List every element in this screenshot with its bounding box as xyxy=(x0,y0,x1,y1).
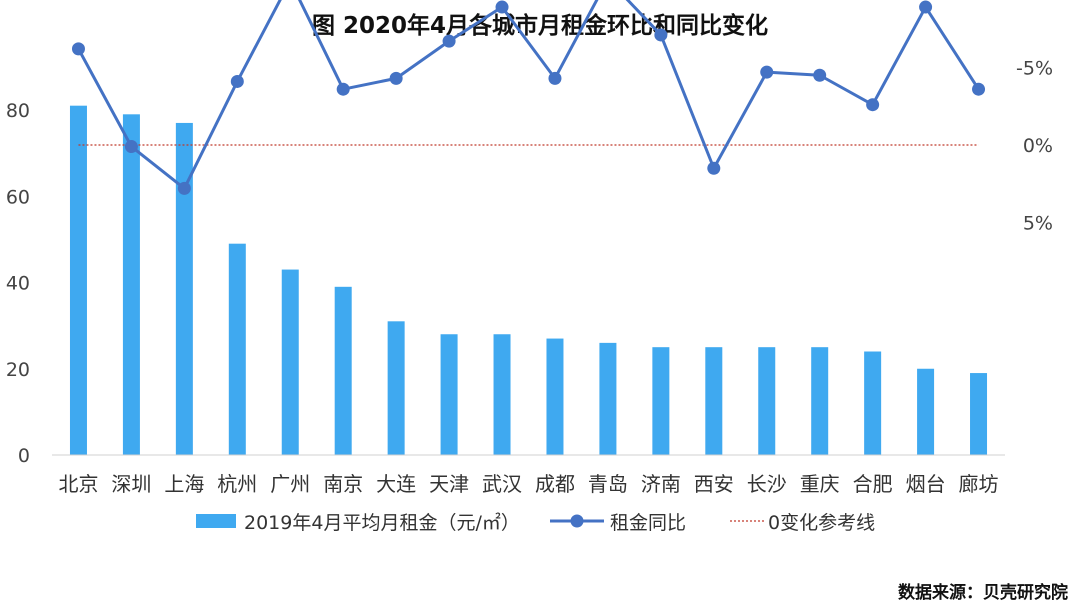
bar xyxy=(69,105,87,455)
bar xyxy=(652,347,670,455)
right-axis: 5%0%-5%-10%-15%-20% xyxy=(1004,0,1053,235)
left-axis-tick: 80 xyxy=(6,100,30,122)
line-point xyxy=(336,82,350,96)
bar xyxy=(387,321,405,455)
line-point xyxy=(707,161,721,175)
category-label: 上海 xyxy=(164,472,204,496)
category-label: 廊坊 xyxy=(959,472,999,496)
category-label: 南京 xyxy=(323,472,363,496)
source-label: 数据来源：贝壳研究院 xyxy=(898,582,1068,603)
right-axis-tick: 0% xyxy=(1023,135,1053,157)
legend-bar-label: 2019年4月平均月租金（元/㎡） xyxy=(244,511,520,534)
line-point xyxy=(866,98,880,112)
right-axis-tick: -10% xyxy=(1004,0,1053,2)
left-axis-tick: 0 xyxy=(18,445,30,467)
category-label: 北京 xyxy=(58,472,98,496)
line-path xyxy=(77,0,980,190)
line-point xyxy=(813,68,827,82)
category-label: 济南 xyxy=(641,472,681,496)
line-point xyxy=(495,0,509,14)
category-label: 深圳 xyxy=(111,472,151,496)
category-label: 成都 xyxy=(535,472,575,496)
line-series xyxy=(71,0,986,195)
line-point xyxy=(548,71,562,85)
bar xyxy=(334,286,352,455)
category-label: 合肥 xyxy=(853,472,893,496)
bar xyxy=(970,373,988,455)
bar-series xyxy=(69,105,988,455)
category-label: 烟台 xyxy=(906,472,946,496)
line-point xyxy=(919,0,933,14)
line-point xyxy=(230,74,244,88)
line-point xyxy=(654,28,668,42)
bar xyxy=(758,347,776,455)
bar xyxy=(493,334,511,455)
category-label: 西安 xyxy=(694,472,734,496)
left-axis-tick: 60 xyxy=(6,186,30,208)
category-label: 长沙 xyxy=(747,472,787,496)
line-point xyxy=(177,181,191,195)
category-label: 青岛 xyxy=(588,472,628,496)
bar xyxy=(864,351,882,455)
left-axis: 0 20 40 60 80 xyxy=(6,100,30,467)
bar xyxy=(546,338,564,455)
bar xyxy=(599,342,617,455)
legend-ref-label: 0变化参考线 xyxy=(768,512,875,534)
category-label: 重庆 xyxy=(800,472,840,496)
legend-bar-swatch xyxy=(196,514,236,528)
bar xyxy=(175,122,193,455)
bar xyxy=(281,269,299,455)
legend: 2019年4月平均月租金（元/㎡） 租金同比 0变化参考线 xyxy=(196,511,875,534)
bar xyxy=(811,347,829,455)
left-axis-tick: 40 xyxy=(6,273,30,295)
bar xyxy=(917,368,935,455)
line-point xyxy=(389,71,403,85)
line-point xyxy=(760,65,774,79)
right-axis-tick: 5% xyxy=(1023,213,1053,235)
category-label: 天津 xyxy=(429,472,469,496)
category-label: 广州 xyxy=(270,472,310,496)
legend-line-marker xyxy=(570,514,584,528)
chart-title: 图 2020年4月各城市月租金环比和同比变化 xyxy=(312,12,768,39)
line-point xyxy=(124,140,138,154)
bar xyxy=(705,347,723,455)
bar xyxy=(228,243,246,455)
line-point xyxy=(71,42,85,56)
left-axis-tick: 20 xyxy=(6,359,30,381)
category-label: 杭州 xyxy=(217,472,257,496)
legend-line-label: 租金同比 xyxy=(610,512,686,534)
right-axis-tick: -5% xyxy=(1016,58,1053,80)
line-point xyxy=(442,34,456,48)
bar xyxy=(440,334,458,455)
bar xyxy=(122,114,140,455)
category-label: 大连 xyxy=(376,472,416,496)
line-point xyxy=(972,82,986,96)
category-label: 武汉 xyxy=(482,472,522,496)
category-labels: 北京 深圳 上海 杭州 广州 南京 大连 天津 武汉 成都 青岛 济南 西安 长沙 重庆 合肥 烟台 廊坊 xyxy=(58,472,998,496)
